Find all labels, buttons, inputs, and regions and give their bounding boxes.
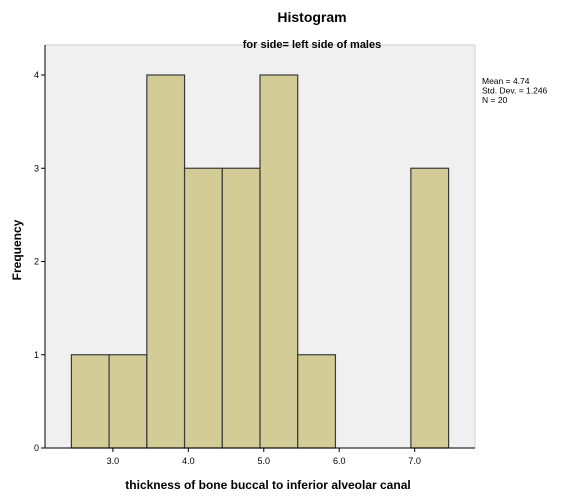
x-tick-label: 3.0 <box>107 456 120 466</box>
histogram-bar <box>297 354 337 449</box>
stat-line: Mean = 4.74 <box>482 76 530 86</box>
histogram-bar <box>410 167 450 449</box>
histogram-bar <box>70 354 110 449</box>
histogram-bar <box>259 74 299 449</box>
y-tick-label: 1 <box>34 350 39 360</box>
histogram-bar <box>108 354 148 449</box>
x-tick-label: 4.0 <box>182 456 195 466</box>
x-tick-label: 7.0 <box>408 456 421 466</box>
histogram-bar <box>221 167 261 449</box>
x-axis: 3.0 4.0 5.0 6.0 7.0 <box>45 447 475 466</box>
y-tick-label: 3 <box>34 163 39 173</box>
y-tick-label: 2 <box>34 257 39 267</box>
y-tick-label: 0 <box>34 443 39 453</box>
stat-line: Std. Dev. = 1.246 <box>482 86 548 96</box>
y-tick-label: 4 <box>34 70 39 80</box>
x-tick-label: 6.0 <box>333 456 346 466</box>
chart-subtitle: for side= left side of males <box>243 39 381 51</box>
y-axis: 0 1 2 3 4 <box>34 45 46 453</box>
stat-line: N = 20 <box>482 95 508 105</box>
y-axis-label: Frequency <box>10 219 24 280</box>
x-tick-label: 5.0 <box>258 456 271 466</box>
histogram-bar <box>183 167 223 449</box>
chart-title: Histogram <box>277 9 346 25</box>
histogram-bar <box>146 74 186 449</box>
bars-group <box>70 74 450 449</box>
x-axis-label: thickness of bone buccal to inferior alv… <box>125 478 410 492</box>
